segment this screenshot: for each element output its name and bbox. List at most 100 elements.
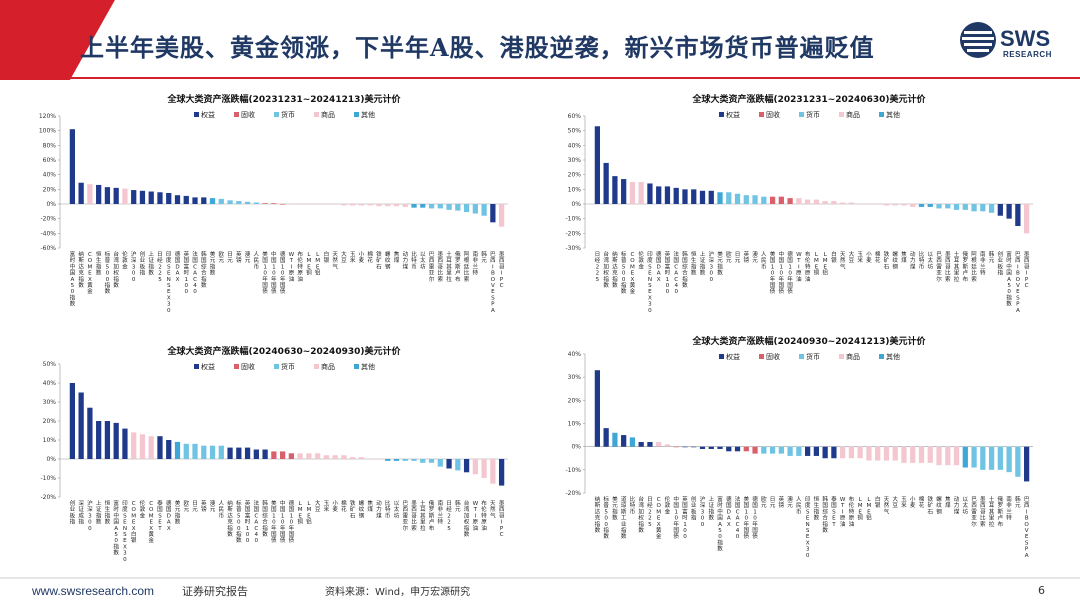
bar-21 xyxy=(769,196,776,204)
bar-4 xyxy=(621,179,627,204)
y-tick-label: 10% xyxy=(568,421,582,428)
category-label: 伦敦金 xyxy=(638,250,644,270)
category-label: W T I 原油 xyxy=(289,252,295,283)
bar-32 xyxy=(341,204,347,206)
bar-15 xyxy=(192,443,198,459)
legend-swatch-commodity xyxy=(839,354,844,359)
y-tick-label: 20% xyxy=(568,172,582,179)
category-label: 创业板指 xyxy=(691,495,697,522)
category-label: 南非兰特 xyxy=(473,250,479,277)
category-label: 欧元 xyxy=(761,495,767,509)
category-label: 上证指数 xyxy=(148,250,154,277)
legend-swatch-fx xyxy=(274,364,279,369)
bar-8 xyxy=(656,442,662,447)
bar-38 xyxy=(918,446,925,463)
bar-25 xyxy=(279,451,286,459)
y-tick-label: 20% xyxy=(43,186,57,193)
bar-44 xyxy=(446,204,452,210)
bar-46 xyxy=(463,204,470,213)
category-label: 铁矿石 xyxy=(376,250,382,270)
page-title: 上半年美股、黄金领涨，下半年A股、港股逆袭，新兴市场货币普遍贬值 xyxy=(80,33,875,62)
y-tick-label: 0% xyxy=(571,201,581,208)
footer-bar xyxy=(0,577,1080,579)
category-label: 美国 1 0 年国债 xyxy=(262,250,268,295)
category-label: 巴西雷亚尔 xyxy=(936,251,942,283)
footer-website-link[interactable]: www.swsresearch.com xyxy=(32,584,155,598)
bar-37 xyxy=(910,204,916,207)
category-label: 台湾加权指数 xyxy=(603,250,609,289)
legend-label-commodity: 商品 xyxy=(846,110,860,119)
category-label: 小麦 xyxy=(359,250,365,264)
category-label: 台湾加权指数 xyxy=(464,499,470,538)
bar-38 xyxy=(918,204,925,207)
category-label: 铁矿石 xyxy=(884,250,890,270)
category-label: 德国 1 0 年国债 xyxy=(280,250,286,295)
category-label: C O M E X 黄金 xyxy=(148,501,154,544)
legend-swatch-other xyxy=(354,364,359,369)
category-label: 恒生指数 xyxy=(105,499,111,526)
category-label: 动力煤 xyxy=(376,500,382,519)
bar-42 xyxy=(428,459,435,463)
bar-9 xyxy=(139,190,146,204)
bar-5 xyxy=(104,187,111,204)
category-label: 富时中国 A 5 0 指数 xyxy=(1006,250,1012,308)
bar-9 xyxy=(664,444,671,447)
legend-label-equity: 权益 xyxy=(201,362,215,371)
category-label: 美国 1 0 年国债 xyxy=(743,495,749,540)
legend-label-equity: 权益 xyxy=(726,352,740,361)
bar-47 xyxy=(997,446,1003,470)
category-label: C O M E X 白银 xyxy=(131,501,137,544)
category-label: 纳斯达克指数 xyxy=(227,499,233,538)
bar-47 xyxy=(472,459,478,475)
bar-41 xyxy=(945,446,951,466)
category-label: 澳元 xyxy=(752,250,758,264)
y-tick-label: 40% xyxy=(568,142,582,149)
bar-10 xyxy=(673,446,679,448)
category-label: 墨西哥比索 xyxy=(945,251,951,283)
category-label: 螺纹钢 xyxy=(892,250,898,270)
category-label: 焦煤 xyxy=(901,250,907,264)
category-label: 以太坊 xyxy=(962,497,968,515)
category-label: 德国 D A X xyxy=(166,499,172,532)
category-label: 韩国综合指数 xyxy=(682,250,688,289)
category-label: 巴西 I B O V E S P A xyxy=(490,251,496,314)
bar-37 xyxy=(385,459,391,461)
bar-7 xyxy=(122,428,128,459)
bar-23 xyxy=(262,449,268,459)
bar-25 xyxy=(804,446,811,456)
category-label: 动力煤 xyxy=(402,251,408,270)
legend-swatch-equity xyxy=(719,354,724,359)
bar-36 xyxy=(376,459,382,460)
bar-50 xyxy=(1023,204,1030,234)
y-tick-label: 30% xyxy=(43,399,57,406)
category-label: 铁矿石 xyxy=(927,495,933,515)
category-label: 玉米 xyxy=(901,496,907,509)
category-label: 上证指数 xyxy=(700,250,706,277)
bar-8 xyxy=(131,432,137,459)
category-label: 日元 xyxy=(227,251,233,264)
bar-33 xyxy=(875,204,881,205)
bar-26 xyxy=(288,453,295,459)
category-label: 布伦特原油 xyxy=(805,250,811,283)
category-label: 上证指数 xyxy=(708,495,714,522)
y-tick-label: 0% xyxy=(46,456,56,463)
category-label: 土耳其里拉 xyxy=(989,495,995,528)
bar-24 xyxy=(796,446,802,456)
bar-29 xyxy=(840,202,846,204)
category-label: 纳斯达克指数 xyxy=(78,250,84,289)
category-label: 德国 1 0 年国债 xyxy=(787,250,793,295)
category-label: 焦煤 xyxy=(394,250,400,264)
category-label: C O M E X 黄金 xyxy=(87,252,93,295)
bar-10 xyxy=(148,436,154,459)
bar-18 xyxy=(743,195,749,204)
bar-45 xyxy=(980,446,986,470)
category-label: 德国 1 0 年国债 xyxy=(752,495,758,540)
category-label: 伦敦金 xyxy=(140,499,146,519)
category-label: 阿根廷比索 xyxy=(971,250,977,283)
category-label: 欧元 xyxy=(218,250,224,264)
y-tick-label: -10% xyxy=(565,216,581,223)
sws-logo-icon xyxy=(960,22,996,58)
legend-label-commodity: 商品 xyxy=(321,110,335,119)
